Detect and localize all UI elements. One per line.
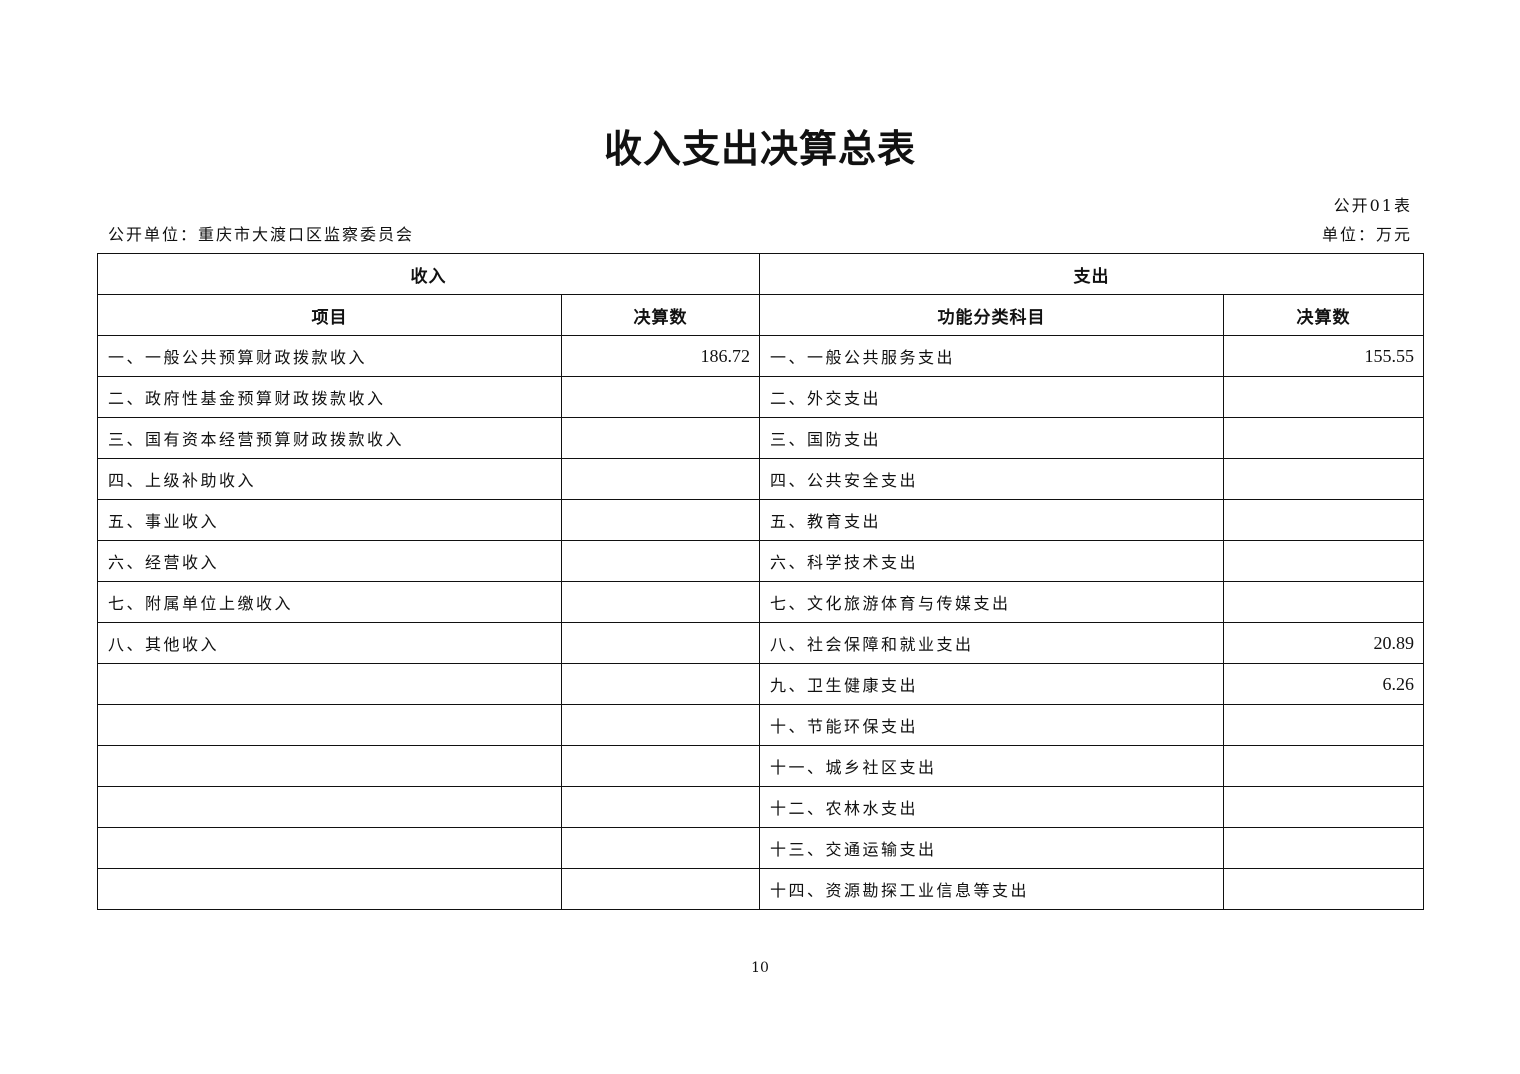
- income-amount-cell: [561, 458, 760, 500]
- income-item-cell: [97, 868, 562, 910]
- income-amount-cell: [561, 868, 760, 910]
- income-amount-cell: 186.72: [561, 335, 760, 377]
- table-row: 五、事业收入 五、教育支出: [97, 499, 1424, 541]
- income-header: 收入: [97, 253, 760, 295]
- income-item-cell: 四、上级补助收入: [97, 458, 562, 500]
- expense-amount-cell: [1223, 581, 1424, 623]
- expense-amount-cell: [1223, 868, 1424, 910]
- table-row: 十、节能环保支出: [97, 704, 1424, 746]
- expense-amount-cell: [1223, 417, 1424, 459]
- expense-amount-cell: [1223, 376, 1424, 418]
- expense-amount-cell: 20.89: [1223, 622, 1424, 664]
- table-row: 四、上级补助收入 四、公共安全支出: [97, 458, 1424, 500]
- expense-item-cell: 八、社会保障和就业支出: [759, 622, 1224, 664]
- income-amount-cell: [561, 827, 760, 869]
- income-amount-cell: [561, 622, 760, 664]
- table-row: 三、国有资本经营预算财政拨款收入 三、国防支出: [97, 417, 1424, 459]
- expense-item-cell: 二、外交支出: [759, 376, 1224, 418]
- expense-item-cell: 七、文化旅游体育与传媒支出: [759, 581, 1224, 623]
- expense-amount-cell: [1223, 704, 1424, 746]
- expense-item-cell: 五、教育支出: [759, 499, 1224, 541]
- expense-header: 支出: [759, 253, 1424, 295]
- income-amount-cell: [561, 745, 760, 787]
- table-row: 二、政府性基金预算财政拨款收入 二、外交支出: [97, 376, 1424, 418]
- table-row: 六、经营收入 六、科学技术支出: [97, 540, 1424, 582]
- expense-item-cell: 六、科学技术支出: [759, 540, 1224, 582]
- income-amount-cell: [561, 499, 760, 541]
- table-row: 十二、农林水支出: [97, 786, 1424, 828]
- table-row: 九、卫生健康支出 6.26: [97, 663, 1424, 705]
- income-amount-column-header: 决算数: [561, 294, 760, 336]
- table-row: 十三、交通运输支出: [97, 827, 1424, 869]
- expense-amount-cell: [1223, 458, 1424, 500]
- expense-item-cell: 四、公共安全支出: [759, 458, 1224, 500]
- income-amount-cell: [561, 417, 760, 459]
- income-item-cell: [97, 786, 562, 828]
- table-row: 十一、城乡社区支出: [97, 745, 1424, 787]
- expense-item-cell: 三、国防支出: [759, 417, 1224, 459]
- column-header-row: 项目 决算数 功能分类科目 决算数: [97, 294, 1424, 336]
- income-item-cell: [97, 663, 562, 705]
- expense-item-cell: 十三、交通运输支出: [759, 827, 1224, 869]
- income-item-cell: [97, 704, 562, 746]
- expense-amount-cell: [1223, 827, 1424, 869]
- section-header-row: 收入 支出: [97, 253, 1424, 295]
- income-item-cell: 三、国有资本经营预算财政拨款收入: [97, 417, 562, 459]
- income-amount-cell: [561, 376, 760, 418]
- expense-item-cell: 十一、城乡社区支出: [759, 745, 1224, 787]
- expense-amount-cell: [1223, 540, 1424, 582]
- expense-amount-cell: [1223, 745, 1424, 787]
- income-item-cell: 六、经营收入: [97, 540, 562, 582]
- income-expense-table: 收入 支出 项目 决算数 功能分类科目 决算数 一、一般公共预算财政拨款收入 18…: [97, 253, 1424, 910]
- table-row: 七、附属单位上缴收入 七、文化旅游体育与传媒支出: [97, 581, 1424, 623]
- income-amount-cell: [561, 581, 760, 623]
- currency-unit: 单位：万元: [1321, 225, 1412, 244]
- income-item-cell: 八、其他收入: [97, 622, 562, 664]
- income-item-cell: 一、一般公共预算财政拨款收入: [97, 335, 562, 377]
- expense-item-cell: 十、节能环保支出: [759, 704, 1224, 746]
- expense-amount-cell: [1223, 786, 1424, 828]
- income-amount-cell: [561, 540, 760, 582]
- expense-amount-cell: [1223, 499, 1424, 541]
- expense-amount-cell: 155.55: [1223, 335, 1424, 377]
- form-number: 公开01表: [1333, 196, 1412, 215]
- income-item-cell: [97, 745, 562, 787]
- income-amount-cell: [561, 786, 760, 828]
- income-item-cell: [97, 827, 562, 869]
- expense-item-cell: 一、一般公共服务支出: [759, 335, 1224, 377]
- reporting-unit: 公开单位：重庆市大渡口区监察委员会: [108, 225, 415, 244]
- income-item-cell: 二、政府性基金预算财政拨款收入: [97, 376, 562, 418]
- income-item-column-header: 项目: [97, 294, 562, 336]
- expense-item-cell: 九、卫生健康支出: [759, 663, 1224, 705]
- page-number: 10: [751, 960, 769, 976]
- table-row: 十四、资源勘探工业信息等支出: [97, 868, 1424, 910]
- expense-amount-column-header: 决算数: [1223, 294, 1424, 336]
- expense-item-cell: 十四、资源勘探工业信息等支出: [759, 868, 1224, 910]
- income-amount-cell: [561, 663, 760, 705]
- table-row: 一、一般公共预算财政拨款收入 186.72 一、一般公共服务支出 155.55: [97, 335, 1424, 377]
- table-row: 八、其他收入 八、社会保障和就业支出 20.89: [97, 622, 1424, 664]
- expense-amount-cell: 6.26: [1223, 663, 1424, 705]
- page-title: 收入支出决算总表: [603, 127, 916, 171]
- expense-item-column-header: 功能分类科目: [759, 294, 1224, 336]
- expense-item-cell: 十二、农林水支出: [759, 786, 1224, 828]
- income-item-cell: 七、附属单位上缴收入: [97, 581, 562, 623]
- income-amount-cell: [561, 704, 760, 746]
- income-item-cell: 五、事业收入: [97, 499, 562, 541]
